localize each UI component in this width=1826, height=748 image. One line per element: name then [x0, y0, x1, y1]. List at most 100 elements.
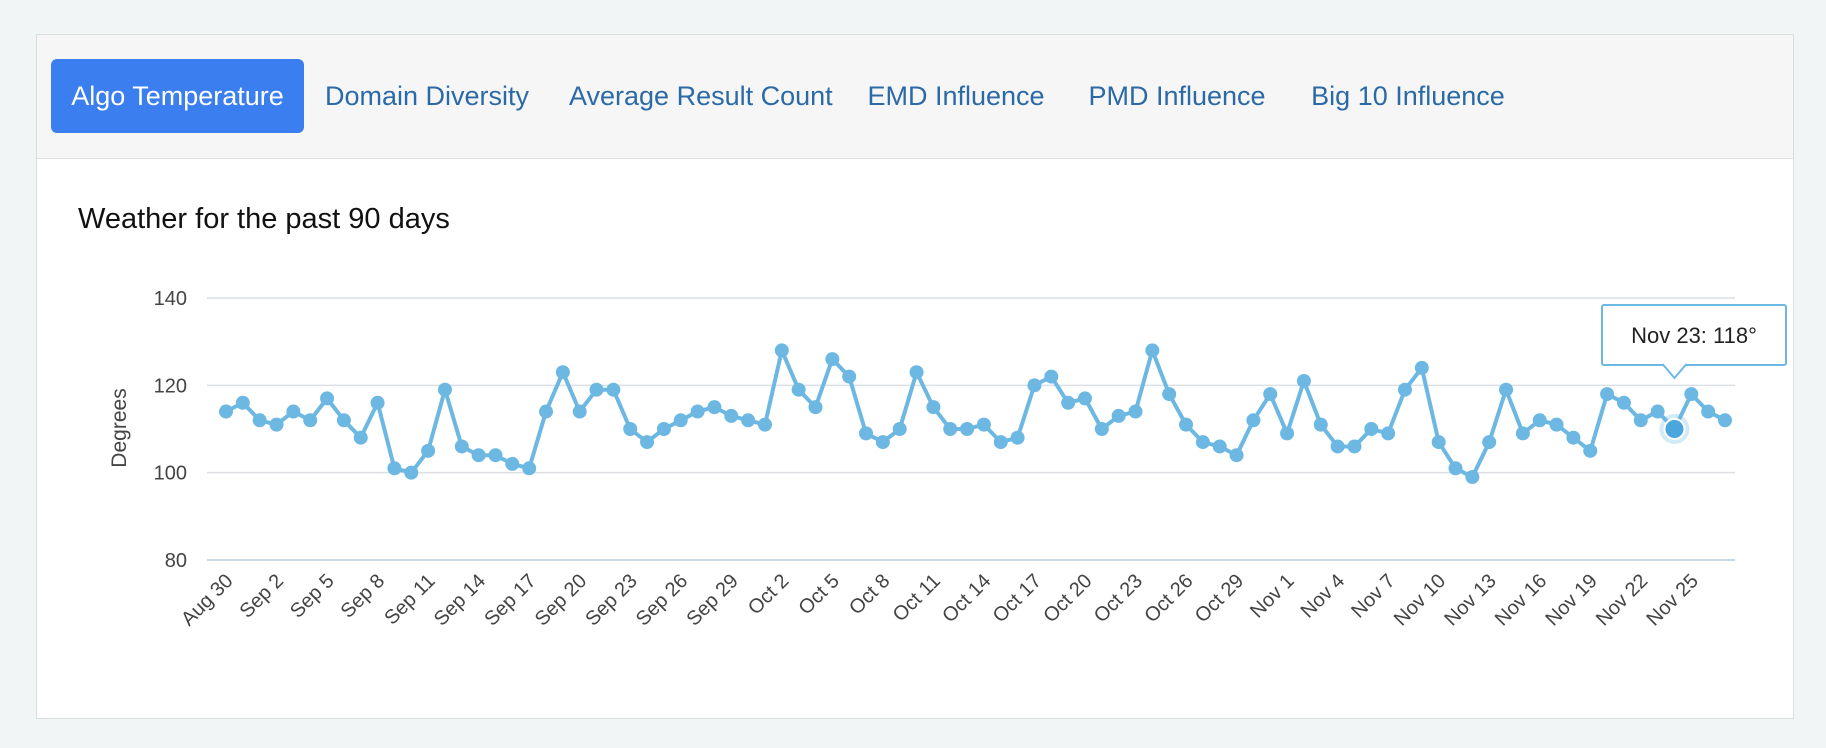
data-point[interactable] — [1145, 343, 1160, 358]
data-point[interactable] — [808, 400, 823, 415]
data-point[interactable] — [943, 422, 958, 436]
data-point[interactable] — [825, 352, 840, 367]
data-point[interactable] — [1229, 448, 1244, 463]
data-point[interactable] — [370, 395, 385, 410]
data-point[interactable] — [960, 422, 975, 436]
data-point[interactable] — [892, 422, 907, 436]
data-point[interactable] — [859, 426, 874, 441]
data-point[interactable] — [437, 382, 452, 397]
data-point[interactable] — [589, 382, 604, 397]
data-point[interactable] — [741, 413, 756, 428]
data-point[interactable] — [488, 448, 503, 463]
data-point[interactable] — [1381, 426, 1396, 441]
data-point[interactable] — [875, 435, 890, 450]
data-point[interactable] — [353, 430, 368, 445]
data-point[interactable] — [303, 413, 318, 428]
data-point[interactable] — [1111, 408, 1126, 423]
data-point[interactable] — [1212, 439, 1227, 454]
data-point[interactable] — [1701, 404, 1716, 419]
data-point[interactable] — [606, 382, 621, 397]
series-line — [225, 348, 1726, 479]
data-point[interactable] — [404, 465, 419, 480]
data-point[interactable] — [1077, 391, 1092, 406]
data-point[interactable] — [757, 417, 772, 432]
data-point[interactable] — [1280, 426, 1295, 441]
data-point[interactable] — [690, 404, 705, 419]
data-point[interactable] — [1431, 435, 1446, 450]
data-point[interactable] — [909, 365, 924, 380]
data-point[interactable] — [640, 435, 655, 450]
data-point[interactable] — [286, 404, 301, 419]
data-point[interactable] — [505, 456, 520, 471]
data-point[interactable] — [454, 439, 469, 454]
tab-emd-influence[interactable]: EMD Influence — [867, 81, 1045, 111]
tab-pmd-influence[interactable]: PMD Influence — [1088, 81, 1266, 111]
data-point[interactable] — [1566, 430, 1581, 445]
highlighted-point[interactable] — [1663, 418, 1686, 440]
data-point[interactable] — [673, 413, 688, 428]
data-point[interactable] — [219, 404, 233, 419]
data-point[interactable] — [421, 443, 436, 458]
data-point[interactable] — [1246, 413, 1261, 428]
data-point[interactable] — [235, 395, 250, 410]
data-point[interactable] — [1044, 369, 1059, 384]
data-point[interactable] — [252, 413, 267, 428]
x-tick-label: Sep 17 — [480, 570, 540, 630]
data-point[interactable] — [1616, 395, 1631, 410]
data-point[interactable] — [269, 417, 284, 432]
data-point[interactable] — [1027, 378, 1042, 393]
data-point[interactable] — [539, 404, 554, 419]
data-point[interactable] — [1465, 470, 1480, 485]
data-point[interactable] — [1600, 387, 1615, 402]
data-point[interactable] — [842, 369, 857, 384]
data-point[interactable] — [707, 400, 722, 415]
data-point[interactable] — [1397, 382, 1412, 397]
data-point[interactable] — [1549, 417, 1564, 432]
data-point[interactable] — [1515, 426, 1530, 441]
data-point[interactable] — [791, 382, 806, 397]
y-tick-label: 120 — [154, 375, 187, 397]
data-point[interactable] — [320, 391, 335, 406]
data-point[interactable] — [1061, 395, 1076, 410]
data-point[interactable] — [1414, 360, 1429, 375]
data-point[interactable] — [993, 435, 1008, 450]
data-point[interactable] — [1195, 435, 1210, 450]
data-point[interactable] — [1179, 417, 1194, 432]
data-point[interactable] — [1263, 387, 1278, 402]
data-point[interactable] — [1684, 387, 1699, 402]
data-point[interactable] — [1364, 422, 1379, 436]
tab-big-10-influence[interactable]: Big 10 Influence — [1311, 81, 1505, 111]
x-tick-label: Sep 5 — [286, 570, 339, 623]
data-point[interactable] — [623, 422, 638, 436]
data-point[interactable] — [1718, 413, 1732, 428]
data-point[interactable] — [1128, 404, 1143, 419]
tab-algo-temperature[interactable]: Algo Temperature — [51, 59, 304, 133]
data-point[interactable] — [1499, 382, 1514, 397]
data-point[interactable] — [774, 343, 789, 358]
data-point[interactable] — [1010, 430, 1025, 445]
data-point[interactable] — [387, 461, 402, 476]
tab-domain-diversity[interactable]: Domain Diversity — [324, 81, 530, 111]
data-point[interactable] — [1162, 387, 1177, 402]
data-point[interactable] — [1448, 461, 1463, 476]
tab-average-result-count[interactable]: Average Result Count — [569, 81, 833, 111]
data-point[interactable] — [1330, 439, 1345, 454]
data-point[interactable] — [1583, 443, 1598, 458]
data-point[interactable] — [522, 461, 537, 476]
data-point[interactable] — [555, 365, 570, 380]
data-point[interactable] — [336, 413, 351, 428]
data-point[interactable] — [926, 400, 941, 415]
data-point[interactable] — [1532, 413, 1547, 428]
data-point[interactable] — [1296, 373, 1311, 388]
data-point[interactable] — [1094, 422, 1109, 436]
data-point[interactable] — [572, 404, 587, 419]
data-point[interactable] — [656, 422, 671, 436]
data-point[interactable] — [471, 448, 486, 463]
data-point[interactable] — [1313, 417, 1328, 432]
data-point[interactable] — [724, 408, 739, 423]
data-point[interactable] — [1633, 413, 1648, 428]
data-point[interactable] — [976, 417, 991, 432]
data-point[interactable] — [1482, 435, 1497, 450]
data-point[interactable] — [1347, 439, 1362, 454]
data-point[interactable] — [1650, 404, 1665, 419]
